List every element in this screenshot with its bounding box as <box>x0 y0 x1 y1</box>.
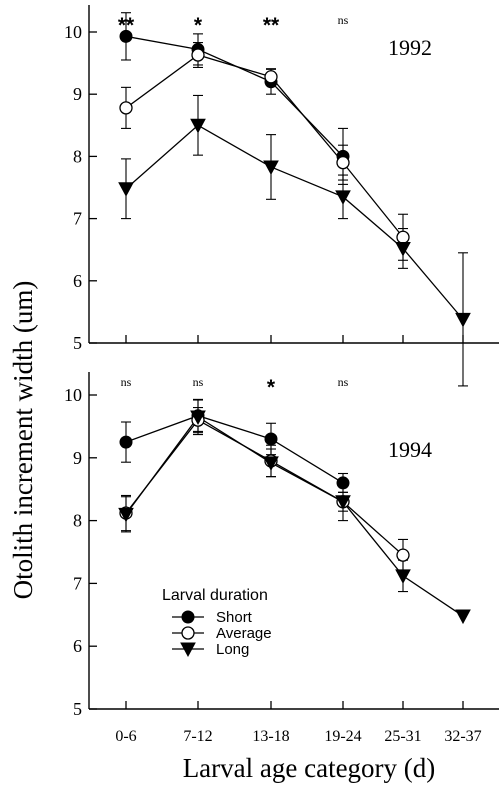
marker-average <box>396 230 410 244</box>
x-tick-label: 13-18 <box>252 728 289 745</box>
marker-long <box>118 507 134 523</box>
y-tick-label: 8 <box>73 146 82 166</box>
legend-entry-short: Short <box>216 609 253 626</box>
legend-marker <box>180 642 196 658</box>
series-line-long <box>125 416 464 617</box>
marker-short <box>119 435 133 449</box>
y-tick-label: 7 <box>73 209 82 229</box>
panel-1994: 5 6 7 8 9 10 1994 ns ns * ns 0-6 7-12 13-18 19-24 25-31… <box>64 372 499 745</box>
y-tick-label: 10 <box>64 385 82 405</box>
x-tick-label: 32-37 <box>444 728 481 745</box>
legend-marker <box>181 626 195 640</box>
series-line-long <box>125 124 464 320</box>
marker-long <box>263 160 279 176</box>
x-tick-label: 0-6 <box>115 728 136 745</box>
y-tick-label: 5 <box>73 333 82 353</box>
marker-long <box>395 569 411 584</box>
y-tick-label: 6 <box>73 271 82 291</box>
legend-entry-long: Long <box>216 641 249 658</box>
series-line-short <box>125 35 344 157</box>
marker-long <box>190 118 206 134</box>
y-tick-label: 6 <box>73 636 82 656</box>
marker-long <box>395 241 411 257</box>
significance-label: ns <box>338 13 349 27</box>
y-tick-label: 7 <box>73 573 82 593</box>
significance-label: * <box>194 14 203 37</box>
significance-label: ns <box>193 375 204 389</box>
marker-average <box>336 155 350 170</box>
y-tick-label: 10 <box>64 22 82 42</box>
marker-short <box>119 29 133 43</box>
y-tick-label: 5 <box>73 699 82 719</box>
y-tick-label: 9 <box>73 84 82 104</box>
marker-long <box>263 456 279 471</box>
legend-marker <box>181 610 195 624</box>
significance-label: ** <box>263 14 280 37</box>
legend-title: Larval duration <box>162 587 268 604</box>
x-axis-label: Larval age category (d) <box>183 753 436 783</box>
marker-long <box>118 182 134 197</box>
significance-label: ns <box>121 375 132 389</box>
marker-short <box>264 432 278 446</box>
x-tick-label: 7-12 <box>183 728 212 745</box>
marker-long <box>190 410 206 426</box>
marker-long <box>335 495 351 510</box>
legend-entry-average: Average <box>216 625 272 642</box>
marker-average <box>396 548 410 562</box>
marker-long <box>455 312 471 328</box>
marker-long <box>455 609 471 625</box>
significance-label: ns <box>338 375 349 389</box>
marker-average <box>191 48 205 62</box>
series-line-short <box>125 415 344 484</box>
marker-average <box>119 101 133 115</box>
x-tick-label: 19-24 <box>324 728 361 745</box>
x-tick-label: 25-31 <box>384 728 421 745</box>
y-axis-label: Otolith increment width (um) <box>8 281 38 600</box>
series-line-average <box>125 54 404 238</box>
marker-short <box>336 476 350 490</box>
marker-average <box>264 70 278 84</box>
y-tick-label: 8 <box>73 511 82 531</box>
series-line-average <box>125 419 404 556</box>
panel-year-label: 1992 <box>388 35 432 60</box>
marker-long <box>335 190 351 205</box>
panel-year-label: 1994 <box>388 437 432 462</box>
y-tick-label: 9 <box>73 448 82 468</box>
significance-label: * <box>267 376 276 399</box>
